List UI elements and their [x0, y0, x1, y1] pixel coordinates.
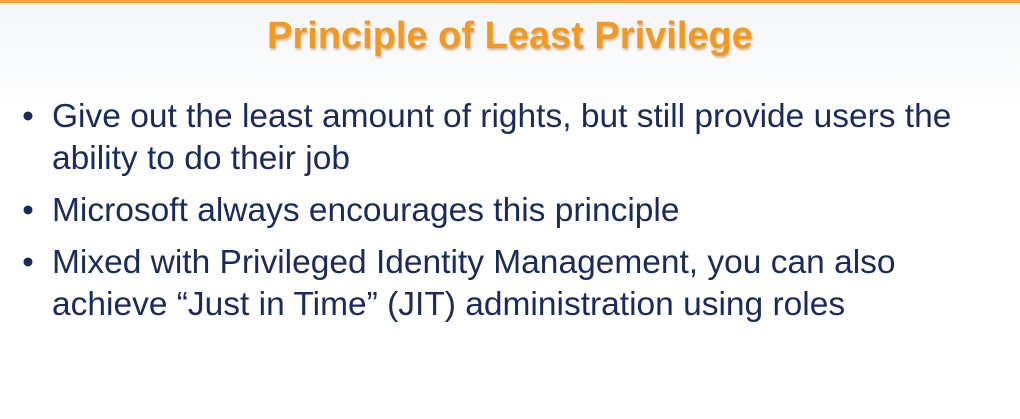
top-accent-border: [0, 0, 1020, 3]
bullet-icon: •: [22, 98, 34, 135]
bullet-item: • Mixed with Privileged Identity Managem…: [14, 242, 1004, 326]
bullet-item: • Microsoft always encourages this princ…: [14, 190, 1004, 232]
bullet-icon: •: [22, 192, 34, 229]
slide-title: Principle of Least Privilege: [267, 15, 753, 57]
bullet-text: Mixed with Privileged Identity Managemen…: [52, 244, 896, 323]
bullet-list: • Give out the least amount of rights, b…: [14, 96, 1004, 336]
bullet-icon: •: [22, 244, 34, 281]
bullet-item: • Give out the least amount of rights, b…: [14, 96, 1004, 180]
bullet-text: Microsoft always encourages this princip…: [52, 192, 680, 229]
bullet-text: Give out the least amount of rights, but…: [52, 98, 952, 177]
